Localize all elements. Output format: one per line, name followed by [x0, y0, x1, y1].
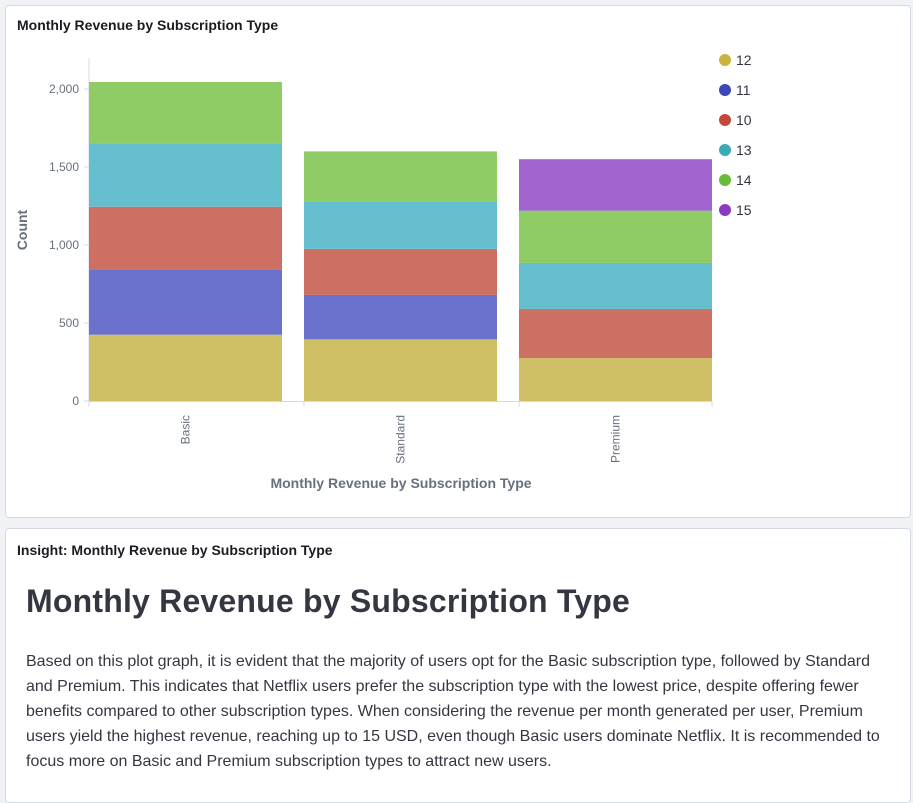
legend-swatch-13 [719, 144, 731, 156]
insight-panel-title: Insight: Monthly Revenue by Subscription… [17, 542, 333, 558]
y-tick-label: 500 [59, 316, 79, 330]
legend-label-12: 12 [736, 52, 752, 68]
legend-label-11: 11 [736, 82, 751, 98]
legend-label-13: 13 [736, 142, 752, 158]
legend-swatch-12 [719, 54, 731, 66]
bar-segment-basic-13 [89, 143, 282, 207]
bar-segment-premium-12 [519, 358, 712, 401]
legend-label-15: 15 [736, 202, 752, 218]
legend-label-10: 10 [736, 112, 752, 128]
bar-segment-basic-10 [89, 206, 282, 270]
chart-panel-title: Monthly Revenue by Subscription Type [17, 17, 279, 33]
insight-panel: Insight: Monthly Revenue by Subscription… [5, 528, 911, 803]
legend-swatch-14 [719, 174, 731, 186]
y-axis-title: Count [14, 209, 30, 250]
bar-segment-basic-11 [89, 269, 282, 335]
insight-heading: Monthly Revenue by Subscription Type [26, 583, 631, 619]
x-axis-title: Monthly Revenue by Subscription Type [270, 475, 531, 491]
legend-swatch-10 [719, 114, 731, 126]
y-tick-label: 1,000 [49, 238, 79, 252]
bar-segment-premium-13 [519, 262, 712, 309]
bar-segment-standard-11 [304, 294, 497, 340]
x-tick-label-premium: Premium [609, 415, 623, 463]
insight-body: Based on this plot graph, it is evident … [26, 653, 880, 770]
bar-segment-standard-12 [304, 339, 497, 401]
chart-panel: Monthly Revenue by Subscription Type 0 50… [5, 5, 911, 518]
y-tick-label: 2,000 [49, 82, 79, 96]
y-tick-label: 0 [72, 394, 79, 408]
legend-swatch-11 [719, 84, 731, 96]
y-tick-label: 1,500 [49, 160, 79, 174]
bar-segment-premium-15 [519, 159, 712, 211]
bar-segment-standard-13 [304, 201, 497, 249]
x-tick-label-standard: Standard [394, 415, 408, 464]
bar-segment-premium-14 [519, 210, 712, 263]
stacked-bar-chart: 0 500 1,000 1,500 2,000 Basic Standard Premium M… [14, 52, 752, 491]
bar-segment-standard-10 [304, 248, 497, 295]
x-tick-label-basic: Basic [179, 415, 193, 444]
legend-swatch-15 [719, 204, 731, 216]
legend-label-14: 14 [736, 172, 752, 188]
bar-segment-basic-14 [89, 81, 282, 144]
bar-segment-premium-10 [519, 308, 712, 359]
bar-segment-basic-12 [89, 334, 282, 401]
bar-segment-standard-14 [304, 151, 497, 202]
